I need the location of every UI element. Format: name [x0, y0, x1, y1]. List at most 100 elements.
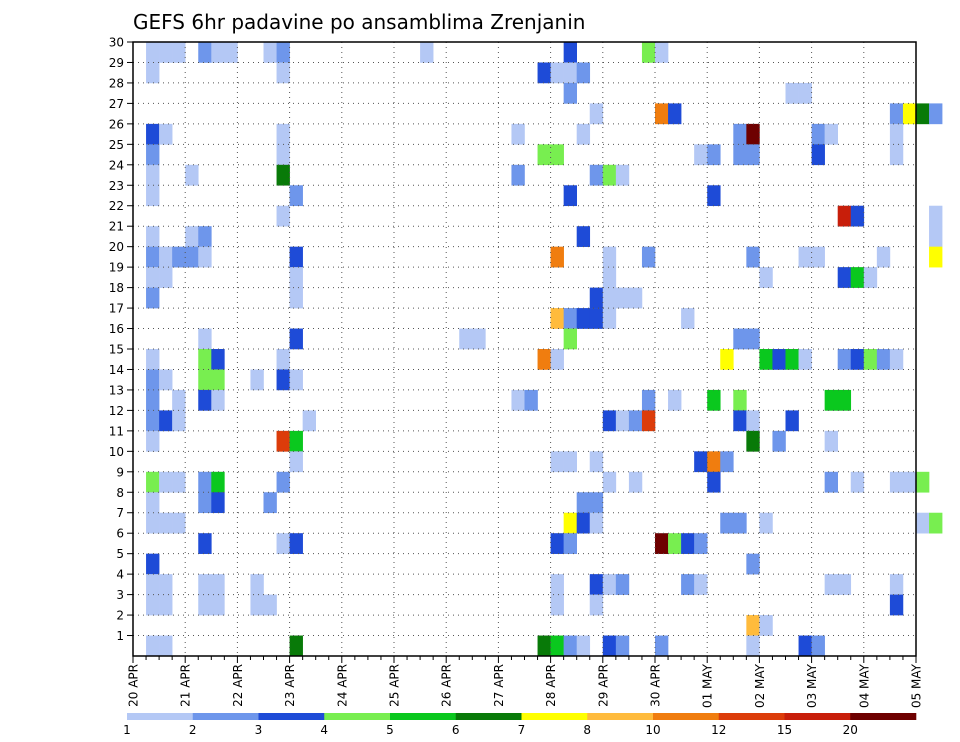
heatmap-cell	[615, 635, 630, 657]
heatmap-cell	[563, 62, 577, 84]
heatmap-cell	[289, 533, 303, 554]
heatmap-cell	[759, 615, 773, 636]
heatmap-cell	[720, 451, 734, 473]
x-tick-label: 26 APR	[440, 664, 454, 707]
heatmap-cell	[159, 635, 173, 657]
heatmap-cell	[146, 144, 160, 166]
heatmap-cell	[511, 123, 525, 145]
heatmap-cell	[602, 308, 617, 329]
heatmap-cell	[146, 574, 160, 595]
heatmap-cell	[655, 42, 669, 63]
heatmap-cell	[902, 471, 917, 493]
x-tick-label: 21 APR	[179, 664, 193, 707]
heatmap-cell	[511, 164, 525, 186]
heatmap-cell	[459, 328, 473, 350]
heatmap-cell	[746, 144, 760, 166]
color-legend: 1 2 3 4 5 6 7 8 10 12 15 20	[123, 713, 917, 737]
heatmap-cell	[589, 574, 604, 595]
heatmap-cell	[146, 369, 160, 391]
heatmap-cell	[146, 410, 160, 432]
heatmap-cell	[707, 389, 721, 411]
heatmap-cell	[211, 492, 225, 514]
legend-color-swatch	[718, 713, 785, 720]
heatmap-cell	[146, 267, 160, 288]
heatmap-cell	[289, 267, 303, 288]
heatmap-cell	[615, 574, 630, 595]
heatmap-cell	[850, 349, 865, 370]
heatmap-cell	[863, 349, 878, 370]
heatmap-cell	[172, 389, 186, 411]
y-tick-label: 28	[109, 76, 124, 90]
heatmap-cell	[837, 205, 852, 227]
heatmap-cell	[276, 62, 290, 84]
heatmap-cell	[289, 185, 303, 207]
heatmap-cell	[550, 144, 564, 166]
legend-color-swatch	[850, 713, 917, 720]
heatmap-cell	[929, 226, 943, 247]
heatmap-cell	[850, 205, 865, 227]
legend-color-swatch	[127, 713, 194, 720]
heatmap-cell	[602, 246, 617, 268]
heatmap-cell	[302, 410, 316, 432]
heatmap-cell	[589, 492, 604, 514]
heatmap-cell	[263, 42, 277, 63]
heatmap-cell	[172, 42, 186, 63]
heatmap-cell	[811, 246, 825, 268]
heatmap-cell	[211, 369, 225, 391]
legend-bound-label: 2	[189, 723, 197, 737]
y-tick-label: 21	[109, 220, 124, 234]
legend-bound-label: 15	[777, 723, 792, 737]
heatmap-cell	[668, 103, 682, 125]
heatmap-cell	[876, 349, 891, 370]
heatmap-cell	[811, 635, 825, 657]
grid-lines	[133, 42, 916, 656]
heatmap-cell	[746, 123, 760, 145]
heatmap-cell	[602, 410, 617, 432]
x-tick-label: 01 MAY	[701, 663, 715, 708]
heatmap-cell	[276, 42, 290, 63]
heatmap-cell	[889, 349, 904, 370]
heatmap-cell	[785, 349, 799, 370]
x-tick-label: 25 APR	[388, 664, 402, 707]
heatmap-cell	[537, 635, 551, 657]
heatmap-cell	[563, 512, 577, 534]
heatmap-cell	[837, 574, 852, 595]
heatmap-cell	[811, 123, 825, 145]
heatmap-cell	[668, 533, 682, 554]
heatmap-cell	[850, 471, 865, 493]
heatmap-cell	[759, 512, 773, 534]
heatmap-cell	[798, 349, 812, 370]
x-tick-label: 02 MAY	[753, 663, 767, 708]
heatmap-cell	[720, 512, 734, 534]
heatmap-cell	[589, 287, 604, 309]
heatmap-cell	[694, 144, 708, 166]
heatmap-cell	[694, 574, 708, 595]
heatmap-cell	[159, 574, 173, 595]
x-tick-label: 24 APR	[335, 664, 349, 707]
heatmap-cell	[159, 369, 173, 391]
heatmap-cell	[576, 512, 591, 534]
legend-bound-label: 1	[123, 723, 131, 737]
y-tick-label: 22	[109, 199, 124, 213]
heatmap-cell	[524, 389, 538, 411]
x-tick-label: 27 APR	[492, 664, 506, 707]
heatmap-cell	[250, 369, 264, 391]
heatmap-cell	[198, 533, 212, 554]
heatmap-cell	[929, 103, 943, 125]
heatmap-cell	[889, 471, 904, 493]
heatmap-cell	[550, 635, 564, 657]
heatmap-cell	[289, 635, 303, 657]
heatmap-cell	[615, 287, 630, 309]
y-tick-label: 25	[109, 138, 124, 152]
heatmap-cell	[159, 246, 173, 268]
heatmap-cell	[276, 144, 290, 166]
legend-color-swatch	[192, 713, 259, 720]
heatmap-cell	[707, 144, 721, 166]
legend-bound-label: 8	[583, 723, 591, 737]
heatmap-cell	[198, 492, 212, 514]
x-tick-label: 05 MAY	[910, 663, 924, 708]
heatmap-cell	[772, 349, 786, 370]
heatmap-cell	[198, 389, 212, 411]
y-tick-label: 30	[109, 36, 124, 50]
heatmap-cell	[707, 471, 721, 493]
